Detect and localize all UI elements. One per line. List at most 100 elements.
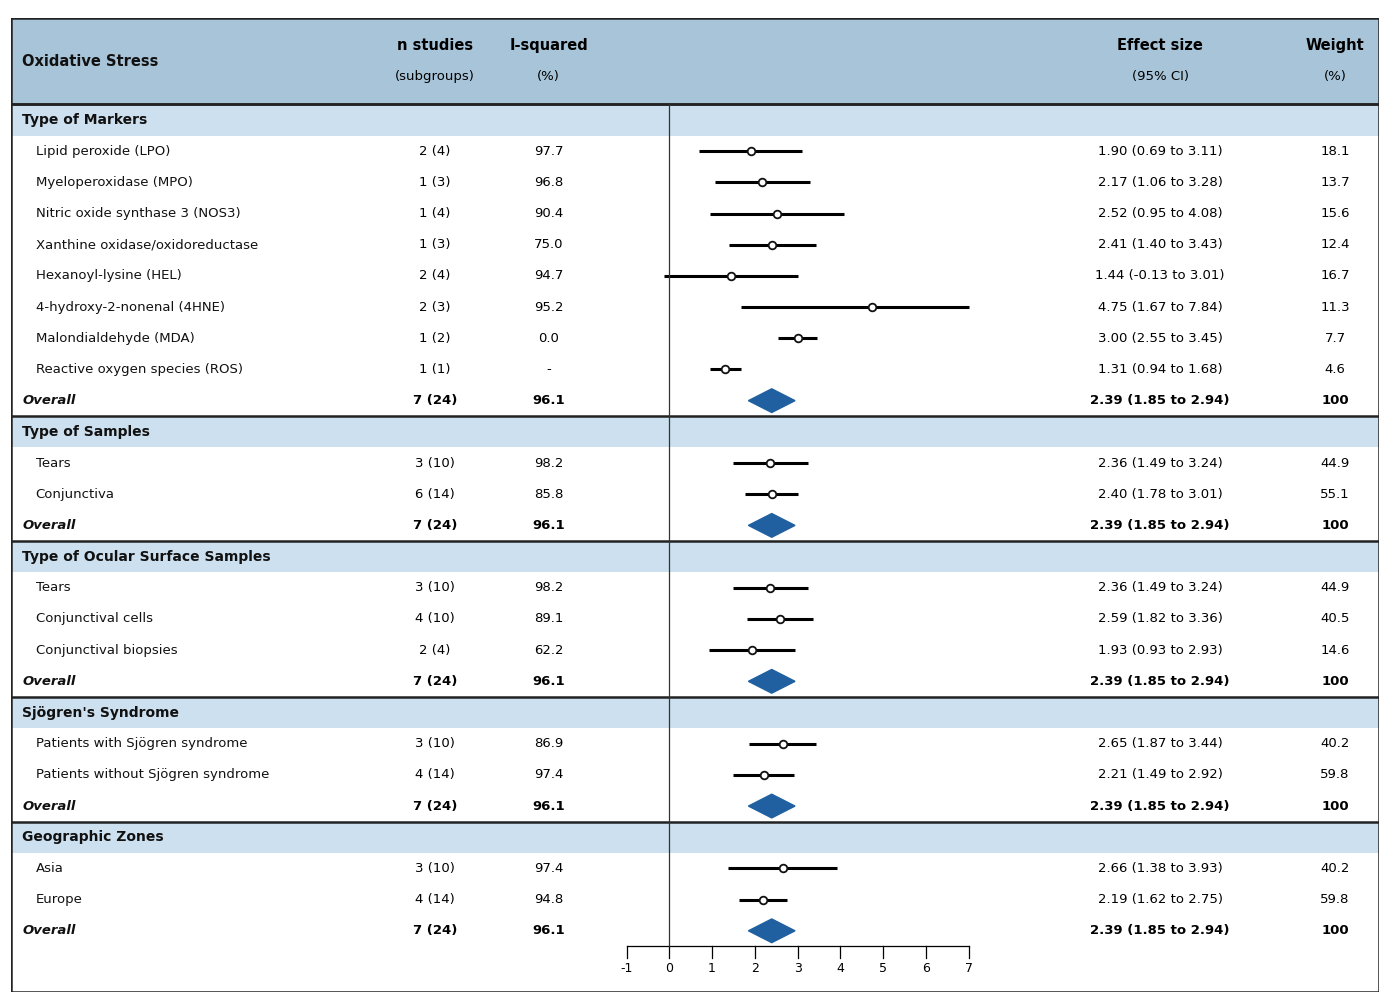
Text: 3 (10): 3 (10) — [416, 581, 455, 594]
Text: 40.2: 40.2 — [1320, 737, 1350, 750]
Text: 0: 0 — [666, 962, 673, 975]
Text: 59.8: 59.8 — [1320, 769, 1350, 782]
Bar — [11, 510, 1379, 541]
Text: Hexanoyl-lysine (HEL): Hexanoyl-lysine (HEL) — [36, 270, 182, 283]
Text: (%): (%) — [537, 70, 560, 83]
Polygon shape — [748, 389, 795, 413]
Bar — [11, 104, 1379, 135]
Bar — [11, 822, 1379, 853]
Text: 7 (24): 7 (24) — [413, 394, 457, 407]
Bar — [11, 665, 1379, 697]
Text: 3.00 (2.55 to 3.45): 3.00 (2.55 to 3.45) — [1098, 332, 1222, 345]
Bar — [11, 323, 1379, 354]
Text: Overall: Overall — [22, 800, 75, 813]
Text: 89.1: 89.1 — [534, 612, 563, 625]
Text: Type of Samples: Type of Samples — [22, 425, 150, 439]
Text: 96.1: 96.1 — [532, 674, 564, 687]
Text: 44.9: 44.9 — [1320, 457, 1350, 470]
Bar — [11, 760, 1379, 791]
Text: Tears: Tears — [36, 581, 71, 594]
Text: 1 (1): 1 (1) — [420, 363, 450, 376]
Text: 2.21 (1.49 to 2.92): 2.21 (1.49 to 2.92) — [1098, 769, 1222, 782]
Text: Malondialdehyde (MDA): Malondialdehyde (MDA) — [36, 332, 195, 345]
Text: 1: 1 — [708, 962, 716, 975]
Text: 62.2: 62.2 — [534, 643, 563, 656]
Text: Sjögren's Syndrome: Sjögren's Syndrome — [22, 705, 179, 719]
Bar — [11, 198, 1379, 229]
Text: 13.7: 13.7 — [1320, 176, 1350, 188]
Text: 2.36 (1.49 to 3.24): 2.36 (1.49 to 3.24) — [1098, 581, 1222, 594]
Bar — [11, 947, 1379, 992]
Text: 75.0: 75.0 — [534, 238, 563, 252]
Bar — [11, 229, 1379, 261]
Text: Myeloperoxidase (MPO): Myeloperoxidase (MPO) — [36, 176, 193, 188]
Text: Nitric oxide synthase 3 (NOS3): Nitric oxide synthase 3 (NOS3) — [36, 207, 240, 220]
Bar — [11, 853, 1379, 884]
Text: 85.8: 85.8 — [534, 488, 563, 501]
Text: 7: 7 — [965, 962, 973, 975]
Text: 4.75 (1.67 to 7.84): 4.75 (1.67 to 7.84) — [1098, 301, 1222, 314]
Bar — [11, 385, 1379, 416]
Text: Tears: Tears — [36, 457, 71, 470]
Text: Lipid peroxide (LPO): Lipid peroxide (LPO) — [36, 144, 170, 157]
Text: 2 (4): 2 (4) — [420, 144, 450, 157]
Bar — [11, 135, 1379, 166]
Text: 3: 3 — [794, 962, 802, 975]
Text: 1.93 (0.93 to 2.93): 1.93 (0.93 to 2.93) — [1098, 643, 1222, 656]
Text: 2.39 (1.85 to 2.94): 2.39 (1.85 to 2.94) — [1090, 394, 1230, 407]
Text: 98.2: 98.2 — [534, 457, 563, 470]
Text: 0.0: 0.0 — [538, 332, 559, 345]
Text: Overall: Overall — [22, 519, 75, 532]
Text: 100: 100 — [1322, 394, 1348, 407]
Text: 16.7: 16.7 — [1320, 270, 1350, 283]
Text: 2 (3): 2 (3) — [420, 301, 450, 314]
Text: Oxidative Stress: Oxidative Stress — [22, 54, 158, 69]
Bar — [11, 416, 1379, 448]
Text: 2: 2 — [751, 962, 759, 975]
Text: 2.40 (1.78 to 3.01): 2.40 (1.78 to 3.01) — [1098, 488, 1222, 501]
Text: Overall: Overall — [22, 924, 75, 937]
Text: 100: 100 — [1322, 800, 1348, 813]
Text: 97.7: 97.7 — [534, 144, 563, 157]
Bar — [11, 261, 1379, 292]
Text: 2.65 (1.87 to 3.44): 2.65 (1.87 to 3.44) — [1098, 737, 1222, 750]
Text: Weight: Weight — [1305, 38, 1365, 53]
Text: Conjunctival biopsies: Conjunctival biopsies — [36, 643, 178, 656]
Text: 1.44 (-0.13 to 3.01): 1.44 (-0.13 to 3.01) — [1095, 270, 1225, 283]
Text: Conjunctival cells: Conjunctival cells — [36, 612, 153, 625]
Bar — [11, 479, 1379, 510]
Text: 96.1: 96.1 — [532, 924, 564, 937]
Bar — [11, 915, 1379, 947]
Text: 97.4: 97.4 — [534, 769, 563, 782]
Polygon shape — [748, 514, 795, 537]
Bar — [11, 791, 1379, 822]
Text: -: - — [546, 363, 550, 376]
Text: 2.17 (1.06 to 3.28): 2.17 (1.06 to 3.28) — [1098, 176, 1222, 188]
Text: 7 (24): 7 (24) — [413, 519, 457, 532]
Text: 4 (10): 4 (10) — [416, 612, 455, 625]
Text: 2 (4): 2 (4) — [420, 270, 450, 283]
Text: Geographic Zones: Geographic Zones — [22, 831, 164, 845]
Text: 96.1: 96.1 — [532, 800, 564, 813]
Text: 100: 100 — [1322, 924, 1348, 937]
Text: Effect size: Effect size — [1118, 38, 1202, 53]
Text: 18.1: 18.1 — [1320, 144, 1350, 157]
Text: 4.6: 4.6 — [1325, 363, 1346, 376]
Text: Type of Markers: Type of Markers — [22, 113, 147, 127]
Text: n studies: n studies — [398, 38, 473, 53]
Text: 3 (10): 3 (10) — [416, 862, 455, 875]
Text: 2.52 (0.95 to 4.08): 2.52 (0.95 to 4.08) — [1098, 207, 1222, 220]
Text: 6 (14): 6 (14) — [416, 488, 455, 501]
Text: 40.5: 40.5 — [1320, 612, 1350, 625]
Text: 100: 100 — [1322, 674, 1348, 687]
Polygon shape — [748, 669, 795, 693]
Text: Overall: Overall — [22, 394, 75, 407]
Text: 94.7: 94.7 — [534, 270, 563, 283]
Text: 96.1: 96.1 — [532, 519, 564, 532]
Text: 2.59 (1.82 to 3.36): 2.59 (1.82 to 3.36) — [1098, 612, 1222, 625]
Text: 4 (14): 4 (14) — [416, 769, 455, 782]
Text: 7.7: 7.7 — [1325, 332, 1346, 345]
Text: (95% CI): (95% CI) — [1131, 70, 1188, 83]
Text: 55.1: 55.1 — [1320, 488, 1350, 501]
Text: 86.9: 86.9 — [534, 737, 563, 750]
